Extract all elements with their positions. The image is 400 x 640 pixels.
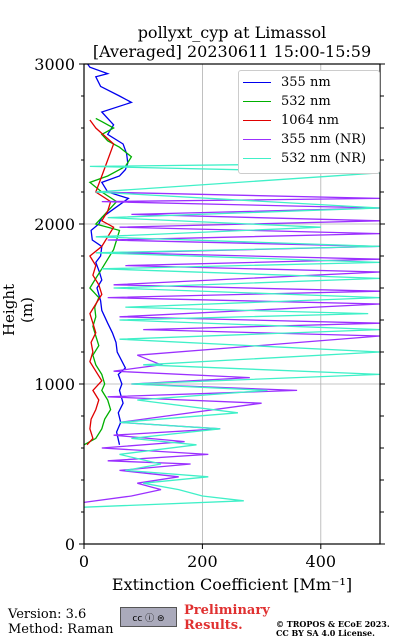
- x-tick-label: 0: [79, 552, 89, 571]
- copyright-line1: © TROPOS & ECoE 2023.: [276, 619, 390, 629]
- axis-ticks: 0 200 400 0 1000 2000 3000: [34, 55, 385, 571]
- chart-title-line2: [Averaged] 20230611 15:00-15:59: [92, 42, 372, 61]
- legend-label: 532 nm (NR): [281, 150, 367, 166]
- legend-item: 355 nm (NR): [243, 130, 366, 148]
- y-tick-label: 1000: [34, 375, 75, 394]
- legend-label: 355 nm (NR): [281, 131, 367, 147]
- chart-title-line1: pollyxt_cyp at Limassol: [137, 23, 327, 42]
- legend-swatch-0: [243, 81, 271, 83]
- y-axis-label: Height (m): [0, 283, 36, 337]
- legend: 355 nm 532 nm 1064 nm 355 nm (NR) 532 nm…: [238, 70, 380, 174]
- legend-swatch-2: [243, 119, 271, 121]
- version-text: Version: 3.6: [8, 607, 87, 622]
- legend-swatch-1: [243, 100, 271, 102]
- x-axis-label: Extinction Coefficient [Mm⁻¹]: [111, 575, 353, 594]
- series-line: [83, 162, 381, 508]
- legend-swatch-3: [243, 138, 271, 140]
- legend-item: 532 nm: [243, 92, 331, 110]
- preliminary-line2: Results.: [184, 618, 243, 633]
- series-lines: [83, 63, 381, 508]
- y-tick-label: 2000: [34, 215, 75, 234]
- legend-item: 355 nm: [243, 73, 331, 91]
- method-text: Method: Raman: [8, 622, 114, 637]
- preliminary-notice: Preliminary Results.: [184, 603, 270, 633]
- series-line: [86, 119, 115, 446]
- y-tick-label: 3000: [34, 55, 75, 74]
- legend-item: 532 nm (NR): [243, 149, 366, 167]
- legend-label: 355 nm: [281, 74, 331, 90]
- legend-swatch-4: [243, 157, 271, 159]
- y-tick-label: 0: [65, 535, 75, 554]
- legend-item: 1064 nm: [243, 111, 339, 129]
- copyright-notice: © TROPOS & ECoE 2023. CC BY SA 4.0 Licen…: [276, 620, 390, 638]
- copyright-line2: CC BY SA 4.0 License.: [276, 628, 375, 638]
- preliminary-line1: Preliminary: [184, 603, 270, 618]
- series-line: [87, 63, 134, 445]
- legend-label: 1064 nm: [281, 112, 339, 128]
- footer-info: Version: 3.6 Method: Raman: [8, 607, 114, 637]
- x-tick-label: 400: [306, 552, 337, 571]
- series-line: [83, 117, 133, 446]
- cc-license-icon: cc ⓘ ⊜: [120, 607, 177, 627]
- legend-label: 532 nm: [281, 93, 331, 109]
- plot-frame: [83, 63, 381, 545]
- x-tick-label: 200: [187, 552, 218, 571]
